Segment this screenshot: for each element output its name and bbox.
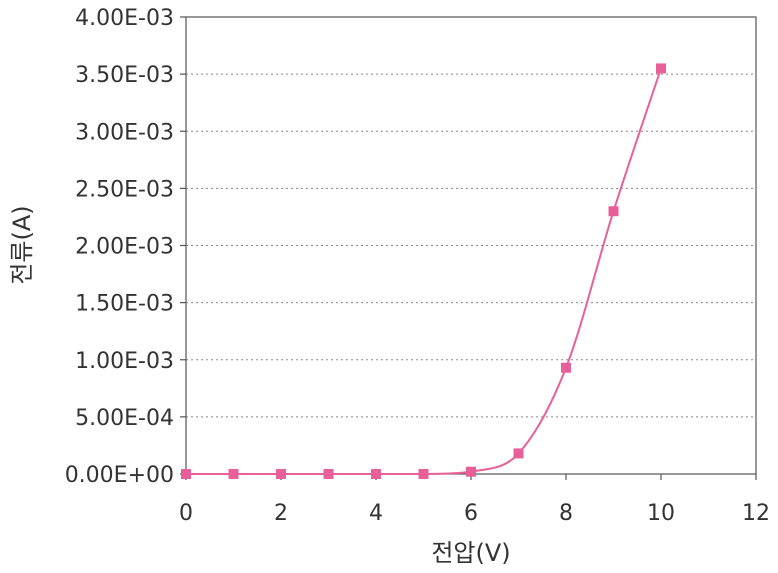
y-tick-label: 4.00E-03 xyxy=(75,6,174,31)
tick-marks xyxy=(180,17,756,480)
data-point-marker xyxy=(181,469,191,479)
x-axis-title: 전압(V) xyxy=(431,539,510,567)
y-tick-label: 2.50E-03 xyxy=(75,177,174,202)
x-tick-label: 12 xyxy=(742,501,770,526)
data-point-marker xyxy=(609,206,619,216)
series-line xyxy=(186,68,661,474)
y-tick-label: 0.00E+00 xyxy=(65,463,174,488)
y-tick-label: 5.00E-04 xyxy=(75,406,174,431)
grid-lines xyxy=(186,74,756,417)
data-point-marker xyxy=(419,469,429,479)
y-tick-label: 2.00E-03 xyxy=(75,235,174,260)
data-point-marker xyxy=(324,469,334,479)
data-markers xyxy=(181,63,666,479)
data-point-marker xyxy=(276,469,286,479)
y-tick-label: 3.00E-03 xyxy=(75,120,174,145)
x-tick-label: 8 xyxy=(559,501,573,526)
x-tick-label: 0 xyxy=(179,501,193,526)
y-tick-label: 3.50E-03 xyxy=(75,63,174,88)
x-tick-label: 6 xyxy=(464,501,478,526)
x-tick-labels: 0 2 4 6 8 10 12 xyxy=(179,501,770,526)
y-tick-label: 1.50E-03 xyxy=(75,292,174,317)
data-point-marker xyxy=(514,448,524,458)
x-tick-label: 2 xyxy=(274,501,288,526)
x-tick-label: 4 xyxy=(369,501,383,526)
data-point-marker xyxy=(656,63,666,73)
data-point-marker xyxy=(229,469,239,479)
y-tick-label: 1.00E-03 xyxy=(75,349,174,374)
data-point-marker xyxy=(561,363,571,373)
y-tick-labels: 0.00E+00 5.00E-04 1.00E-03 1.50E-03 2.00E-03… xyxy=(65,6,174,488)
data-point-marker xyxy=(371,469,381,479)
x-tick-label: 10 xyxy=(647,501,675,526)
y-axis-title: 전류(A) xyxy=(8,205,36,284)
data-point-marker xyxy=(466,467,476,477)
